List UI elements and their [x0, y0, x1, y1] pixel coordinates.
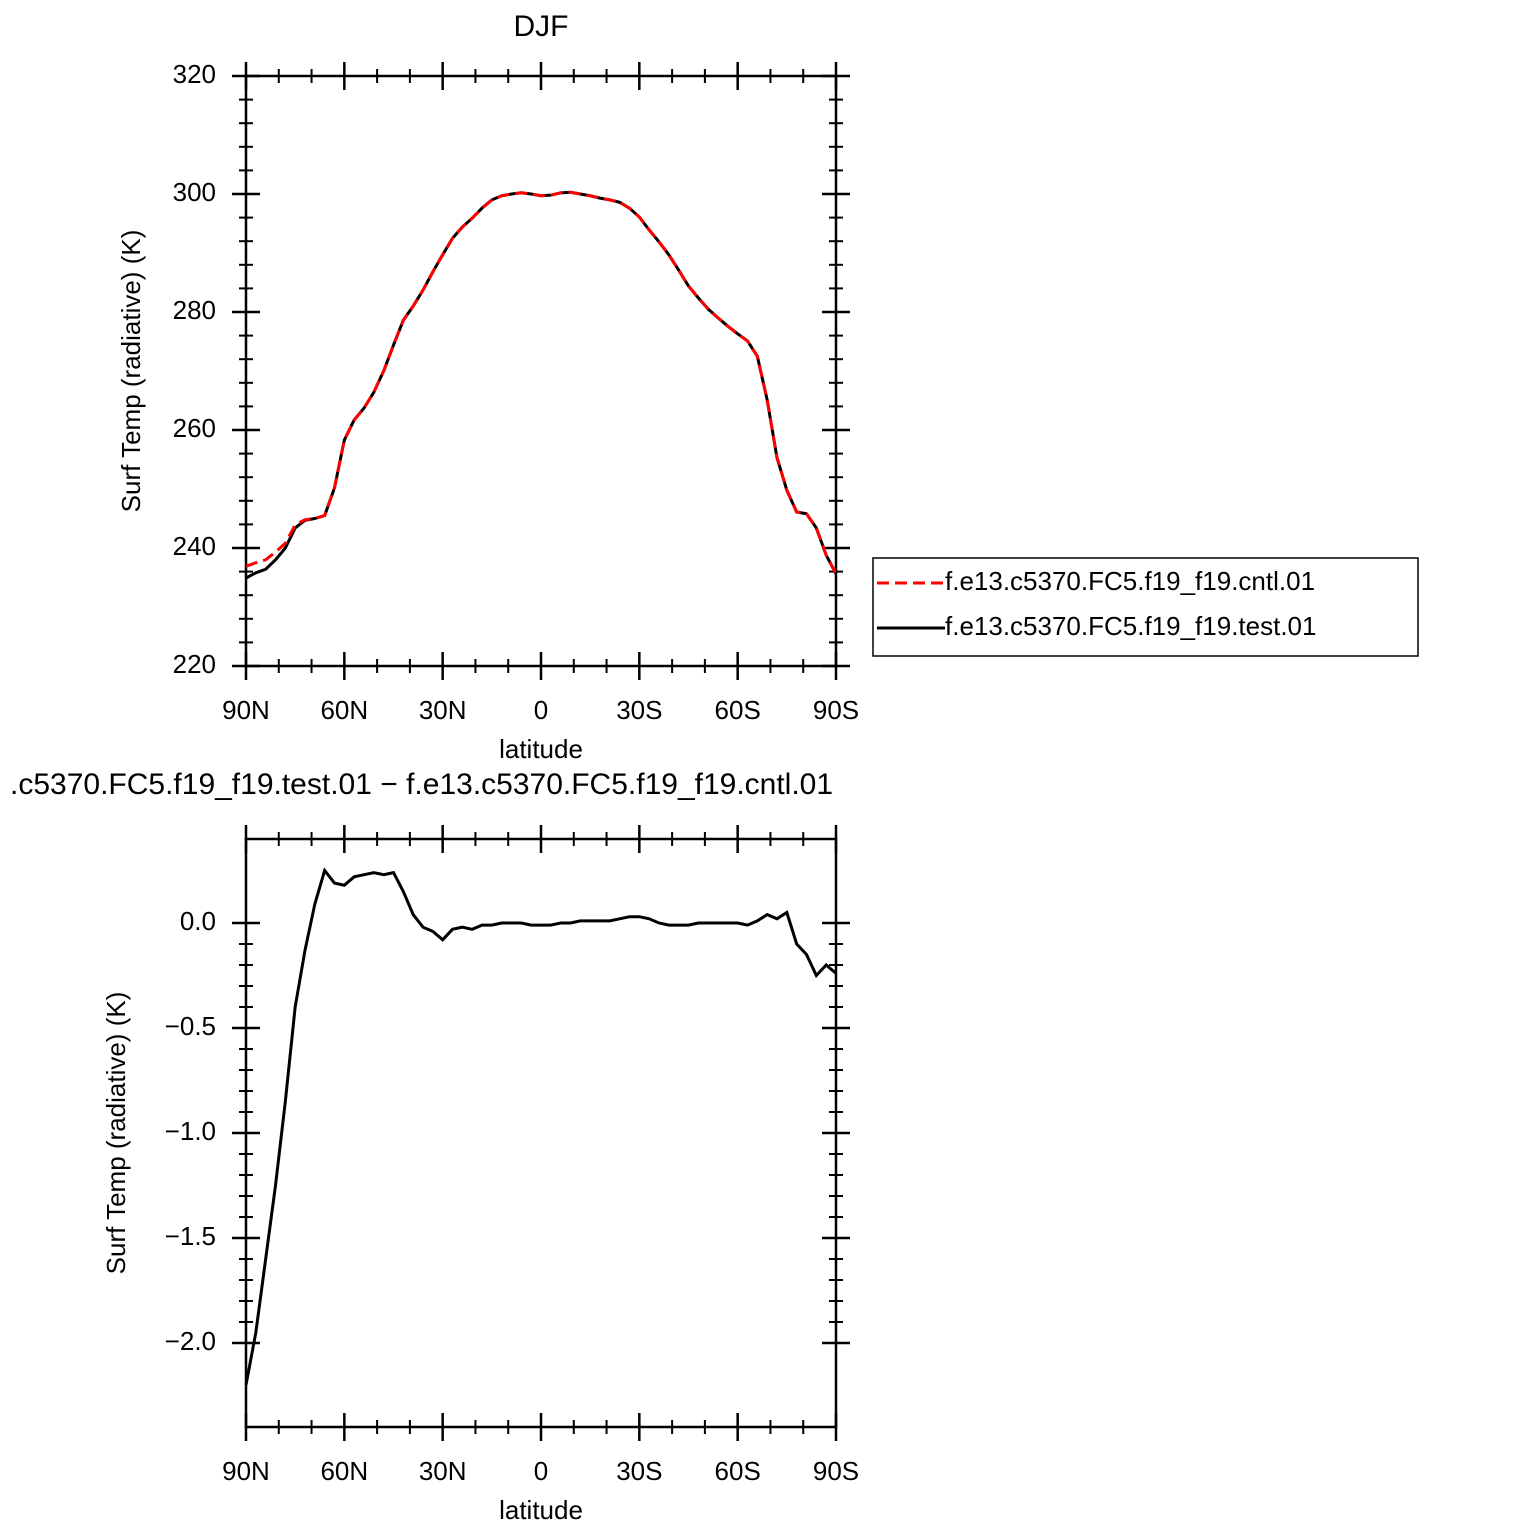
legend-label: f.e13.c5370.FC5.f19_f19.cntl.01 [945, 566, 1315, 596]
y-tick-label: 260 [173, 413, 216, 443]
plot-frame [244, 74, 838, 668]
x-tick-label: 60S [715, 695, 761, 725]
x-tick-label: 30N [419, 695, 467, 725]
x-tick-label: 90N [222, 1456, 270, 1486]
x-tick-label: 0 [534, 1456, 548, 1486]
y-tick-label: −0.5 [165, 1011, 216, 1041]
y-tick-label: −1.5 [165, 1221, 216, 1251]
data-line [244, 867, 837, 1386]
x-tick-label: 0 [534, 695, 548, 725]
legend-label: f.e13.c5370.FC5.f19_f19.test.01 [945, 611, 1316, 641]
y-axis-label: Surf Temp (radiative) (K) [116, 230, 146, 513]
legend-box [872, 557, 1419, 657]
x-tick-label: 60N [320, 1456, 368, 1486]
x-tick-label: 90N [222, 695, 270, 725]
y-tick-label: 320 [173, 59, 216, 89]
x-tick-label: 30N [419, 1456, 467, 1486]
x-axis-label: latitude [499, 734, 583, 764]
y-tick-label: 220 [173, 649, 216, 679]
y-tick-label: 240 [173, 531, 216, 561]
x-tick-label: 60S [715, 1456, 761, 1486]
chart-title: DJF [514, 10, 569, 43]
plot-frame [244, 837, 838, 1429]
y-tick-label: 280 [173, 295, 216, 325]
y-tick-label: −2.0 [165, 1326, 216, 1356]
data-line [245, 190, 838, 575]
x-tick-label: 30S [616, 1456, 662, 1486]
x-tick-label: 90S [813, 695, 859, 725]
data-line [245, 190, 838, 580]
x-axis-label: latitude [499, 1495, 583, 1525]
y-tick-label: −1.0 [165, 1116, 216, 1146]
y-tick-label: 300 [173, 177, 216, 207]
x-tick-label: 60N [320, 695, 368, 725]
y-axis-label: Surf Temp (radiative) (K) [101, 992, 131, 1275]
chart-title: .c5370.FC5.f19_f19.test.01 − f.e13.c5370… [10, 768, 833, 801]
y-tick-label: 0.0 [180, 906, 216, 936]
x-tick-label: 30S [616, 695, 662, 725]
x-tick-label: 90S [813, 1456, 859, 1486]
